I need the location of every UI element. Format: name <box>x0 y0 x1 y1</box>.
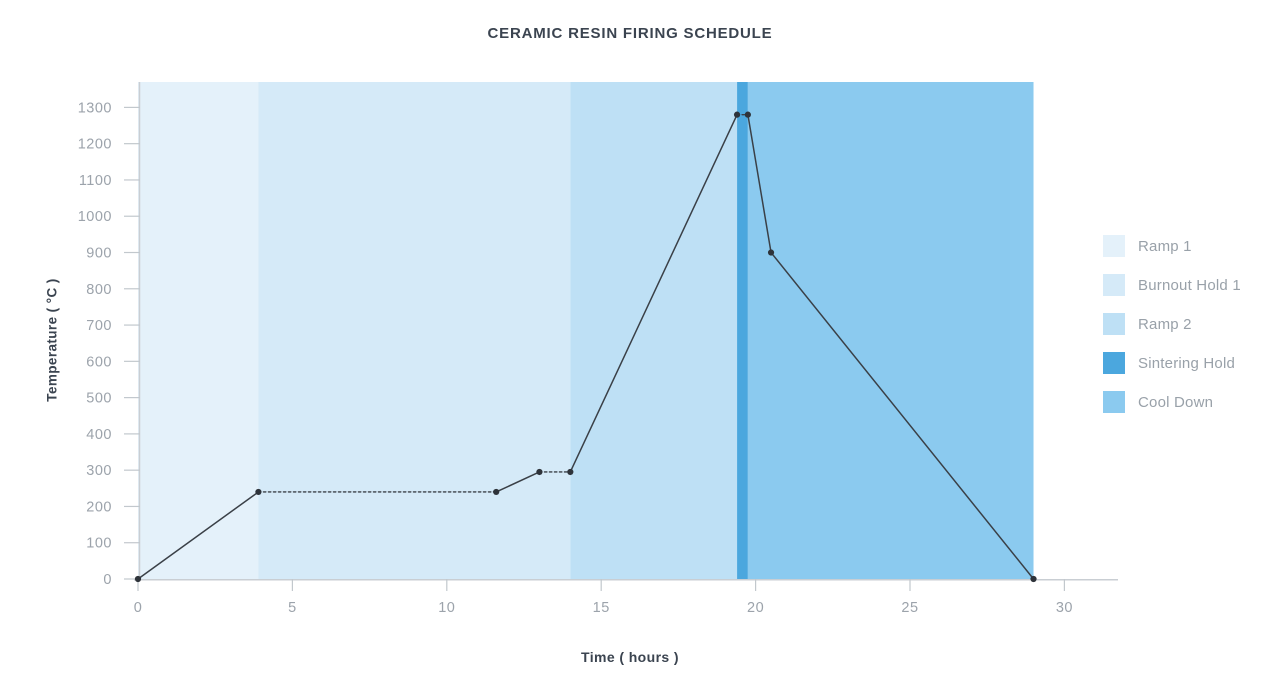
x-tick-label: 20 <box>747 600 764 616</box>
legend-label: Ramp 1 <box>1138 237 1192 255</box>
x-tick-label: 0 <box>134 600 143 616</box>
legend-label: Ramp 2 <box>1138 315 1192 333</box>
data-point <box>536 468 543 476</box>
legend-row-ramp-2: Ramp 2 <box>1103 313 1241 335</box>
y-tick-label: 1300 <box>78 100 112 116</box>
y-tick-label: 1200 <box>78 137 112 153</box>
band-sintering-hold <box>737 82 748 579</box>
data-point <box>744 111 751 118</box>
legend-swatch-sintering-hold <box>1103 352 1125 374</box>
legend-swatch-ramp-1 <box>1103 235 1125 257</box>
x-tick-label: 10 <box>438 600 455 616</box>
chart-title: CERAMIC RESIN FIRING SCHEDULE <box>487 25 773 42</box>
legend-row-ramp-1: Ramp 1 <box>1103 235 1241 257</box>
x-tick-label: 30 <box>1056 600 1073 616</box>
band-ramp-1 <box>138 82 259 579</box>
data-point <box>733 111 741 118</box>
legend-row-burnout-hold-1: Burnout Hold 1 <box>1103 274 1241 296</box>
legend-swatch-ramp-2 <box>1103 313 1125 335</box>
series-ramp-segment <box>495 471 541 493</box>
band-burnout-hold-1 <box>258 82 571 579</box>
data-point <box>767 249 775 256</box>
series-ramp-segment <box>137 491 260 580</box>
x-axis-title: Time ( hours ) <box>581 649 679 665</box>
data-point <box>1030 575 1037 583</box>
legend: Ramp 1 Burnout Hold 1 Ramp 2 Sintering Hold… <box>1103 235 1241 430</box>
legend-swatch-cool-down <box>1103 391 1125 413</box>
band-cool-down <box>747 82 1034 579</box>
y-tick-label: 900 <box>86 246 112 262</box>
y-tick-label: 100 <box>86 536 112 552</box>
y-tick-label: 700 <box>86 318 112 334</box>
legend-label: Cool Down <box>1138 393 1214 411</box>
series-ramp-segment <box>770 251 1035 580</box>
data-point <box>255 488 262 496</box>
y-tick-label: 200 <box>86 499 112 515</box>
data-point <box>567 468 574 476</box>
legend-swatch-burnout-hold-1 <box>1103 274 1125 296</box>
y-tick-label: 300 <box>86 463 112 479</box>
y-tick-label: 1100 <box>79 173 112 189</box>
y-tick-label: 400 <box>86 427 112 443</box>
y-tick-label: 1000 <box>78 209 112 225</box>
series-ramp-segment <box>569 113 738 473</box>
y-axis-title: Temperature ( °C ) <box>44 278 60 402</box>
y-tick-label: 0 <box>103 572 112 588</box>
x-tick-label: 5 <box>288 600 297 616</box>
legend-label: Burnout Hold 1 <box>1138 276 1241 294</box>
data-point <box>493 488 500 496</box>
legend-row-sintering-hold: Sintering Hold <box>1103 352 1241 374</box>
x-tick-label: 25 <box>901 600 918 616</box>
x-tick-label: 15 <box>593 600 610 616</box>
legend-label: Sintering Hold <box>1138 354 1236 372</box>
y-tick-label: 500 <box>86 391 112 407</box>
series-ramp-segment <box>747 113 772 254</box>
y-tick-label: 600 <box>86 354 112 370</box>
y-tick-label: 800 <box>86 282 112 298</box>
band-ramp-2 <box>570 82 738 579</box>
data-point <box>134 575 142 583</box>
legend-row-cool-down: Cool Down <box>1103 391 1241 413</box>
